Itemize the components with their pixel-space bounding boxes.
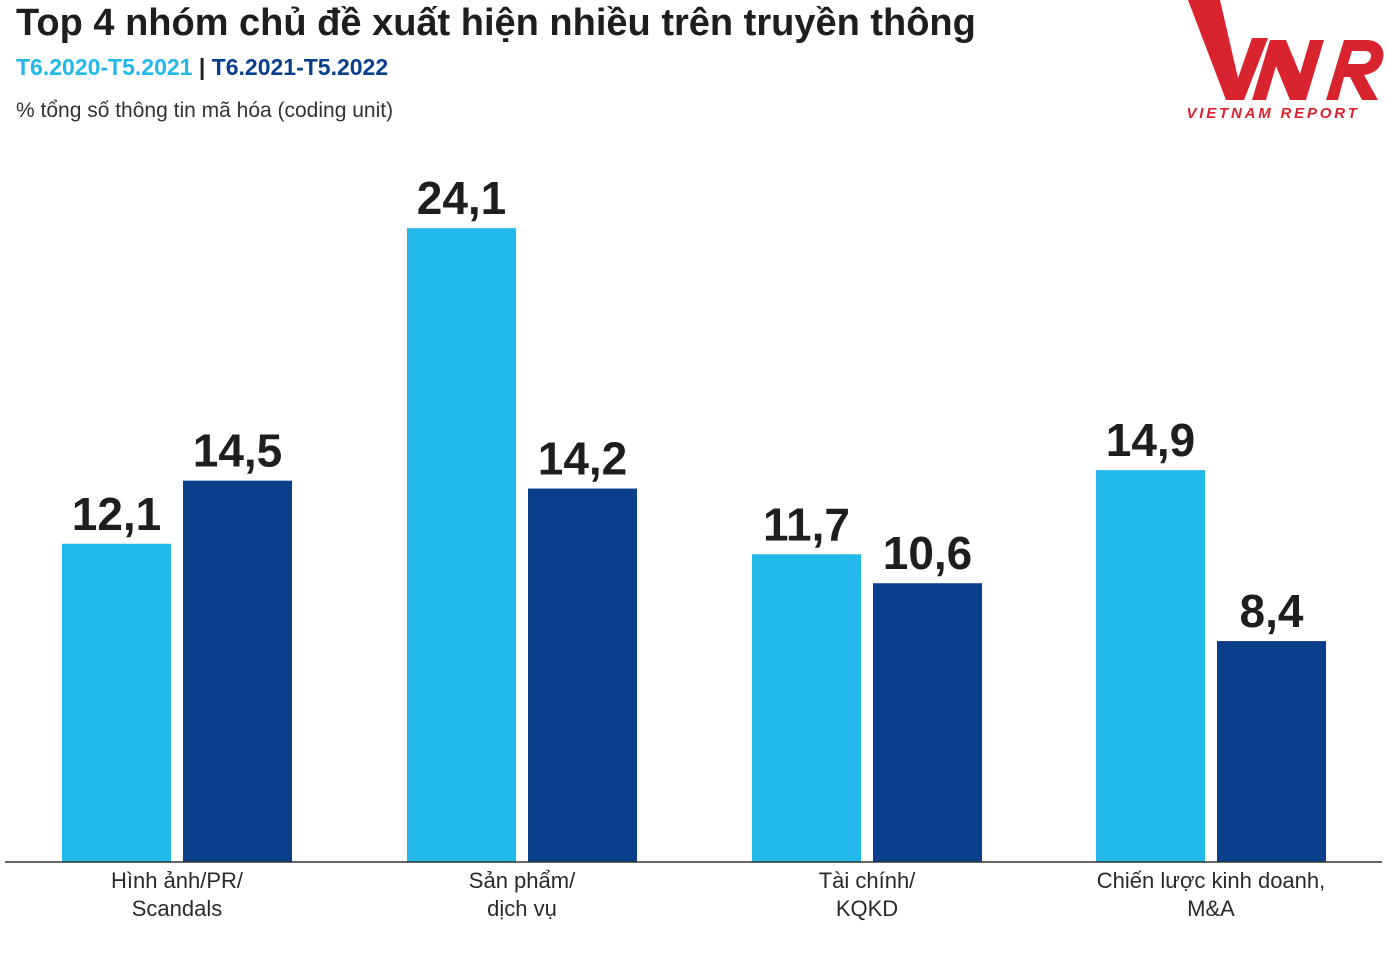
category-label-3-line-1: Tài chính/ (819, 868, 916, 893)
category-label-2-line-1: Sản phẩm/ (469, 868, 576, 893)
legend-series-1: T6.2020-T5.2021 (16, 54, 193, 80)
category-label-2-line-2: dịch vụ (487, 896, 557, 921)
data-label-s2-c2: 14,2 (538, 433, 628, 485)
bar-s2-c2 (528, 488, 637, 862)
data-label-s1-c3: 11,7 (763, 498, 850, 550)
data-label-s1-c1: 12,1 (72, 488, 162, 540)
data-label-s1-c4: 14,9 (1106, 414, 1196, 466)
data-label-s2-c1: 14,5 (193, 425, 283, 477)
category-label-3-line-2: KQKD (836, 896, 898, 921)
data-label-s1-c2: 24,1 (417, 172, 507, 224)
bar-s1-c1 (62, 543, 171, 862)
bar-s1-c4 (1096, 470, 1205, 862)
data-label-s2-c4: 8,4 (1240, 585, 1304, 637)
data-label-s2-c3: 10,6 (883, 527, 973, 579)
unit-note: % tổng số thông tin mã hóa (coding unit) (16, 99, 394, 122)
chart-title: Top 4 nhóm chủ đề xuất hiện nhiều trên t… (16, 2, 976, 44)
bar-s1-c2 (407, 228, 516, 863)
legend-series-2: T6.2021-T5.2022 (211, 54, 389, 80)
legend-separator: | (198, 54, 206, 80)
bar-s2-c3 (873, 583, 982, 862)
category-label-4-line-2: M&A (1187, 896, 1235, 921)
category-label-1-line-2: Scandals (132, 896, 223, 921)
bar-s2-c1 (183, 480, 292, 862)
logo-text: VIETNAM REPORT (1186, 105, 1360, 122)
bar-s1-c3 (752, 554, 861, 862)
vnr-logo-icon (1188, 0, 1384, 100)
category-label-4-line-1: Chiến lược kinh doanh, (1097, 868, 1326, 893)
bar-s2-c4 (1217, 641, 1326, 862)
category-label-1-line-1: Hình ảnh/PR/ (111, 868, 244, 893)
chart-subtitle-legend: T6.2020-T5.2021 | T6.2021-T5.2022 (16, 54, 388, 81)
